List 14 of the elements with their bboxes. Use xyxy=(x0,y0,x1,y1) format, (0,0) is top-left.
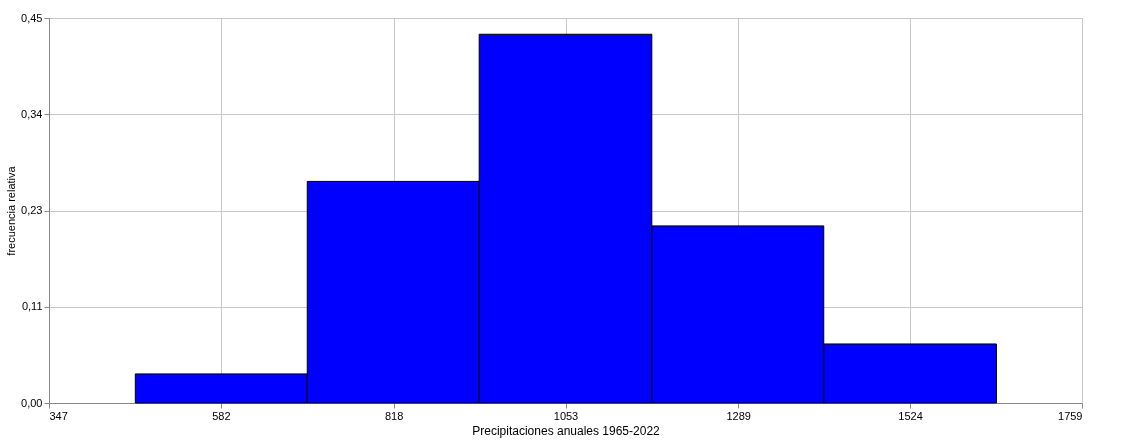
x-tick-label: 1289 xyxy=(726,409,751,422)
x-tick-label: 818 xyxy=(384,409,404,422)
y-axis-title: frecuencia relativa xyxy=(5,165,18,256)
y-tick-label: 0,00 xyxy=(21,396,43,409)
y-tick-label: 0,23 xyxy=(21,204,43,216)
x-tick-label: 1759 xyxy=(1058,409,1083,422)
x-tick-label: 582 xyxy=(212,409,231,422)
y-tick-label: 0,34 xyxy=(21,107,43,120)
x-tick-label: 1053 xyxy=(553,409,579,422)
y-tick-label: 0,45 xyxy=(21,11,43,24)
y-tick-label: 0,11 xyxy=(21,300,43,313)
x-tick-label: 1524 xyxy=(898,409,923,422)
x-axis-title: Precipitaciones anuales 1965-2022 xyxy=(472,423,661,438)
x-tick-label: 347 xyxy=(49,409,68,422)
